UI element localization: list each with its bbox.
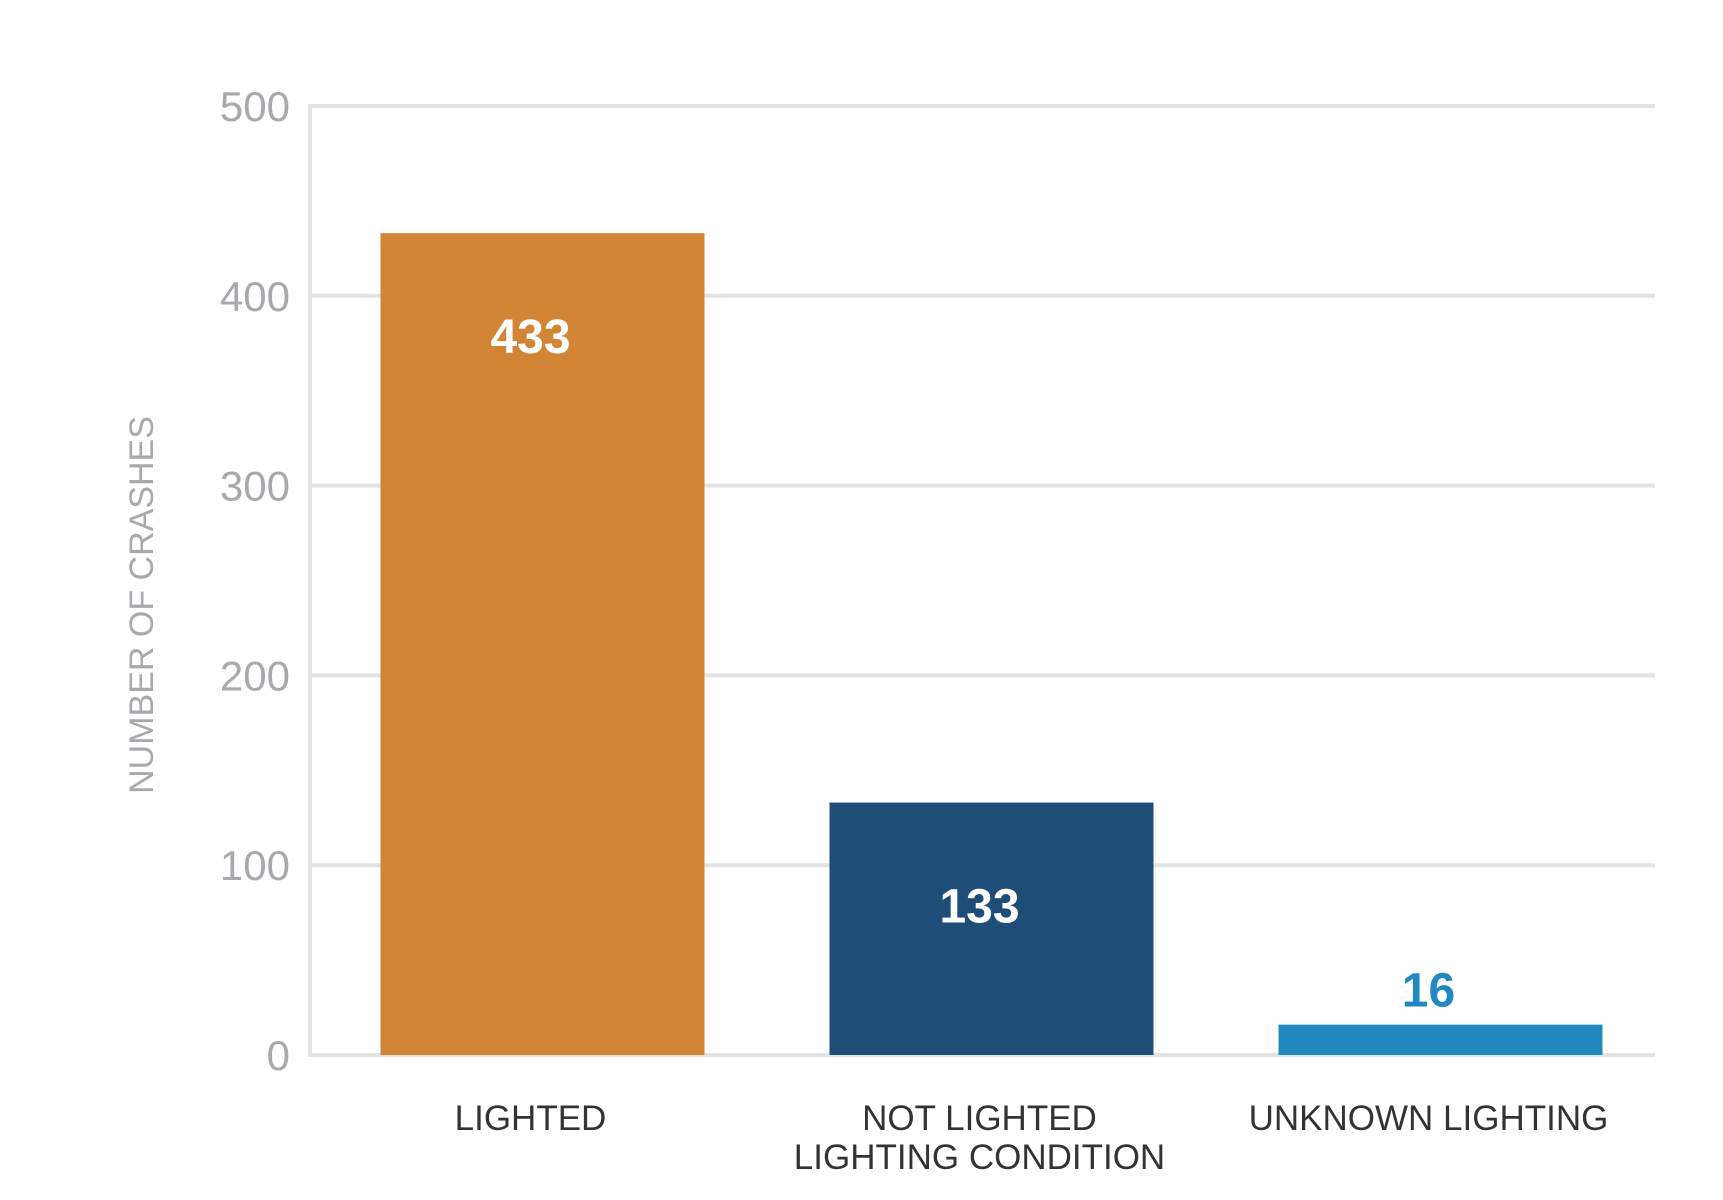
data-labels: 433 133 16 (490, 311, 1455, 1017)
y-tick-label-500: 500 (220, 83, 290, 130)
bar-1 (380, 233, 705, 1055)
x-tick-label-line: LIGHTING CONDITION (794, 1138, 1165, 1177)
x-tick-label-line: NOT LIGHTED (862, 1099, 1097, 1138)
y-tick-label-0: 0 (267, 1032, 290, 1079)
bar-3 (1278, 1024, 1603, 1055)
data-label-1: 433 (490, 311, 570, 364)
y-tick-label-200: 200 (220, 652, 290, 699)
y-axis-label: NUMBER OF CRASHES (123, 416, 161, 794)
data-label-3: 16 (1402, 965, 1455, 1018)
x-tick-label-2: NOT LIGHTED LIGHTING CONDITION (794, 1099, 1165, 1177)
y-tick-label-400: 400 (220, 273, 290, 320)
bars (380, 233, 1603, 1055)
x-tick-labels: LIGHTED NOT LIGHTED LIGHTING CONDITION UNKN… (455, 1099, 1609, 1177)
y-tick-labels: 0 100 200 300 400 500 (220, 83, 290, 1079)
data-label-2: 133 (939, 881, 1019, 934)
x-tick-label-3: UNKNOWN LIGHTING (1249, 1099, 1609, 1138)
bar-2 (829, 802, 1154, 1055)
y-tick-label-100: 100 (220, 842, 290, 889)
y-tick-label-300: 300 (220, 463, 290, 510)
x-tick-label-line: LIGHTED (455, 1099, 607, 1138)
x-tick-label-line: UNKNOWN LIGHTING (1249, 1099, 1609, 1138)
x-tick-label-1: LIGHTED (455, 1099, 607, 1138)
